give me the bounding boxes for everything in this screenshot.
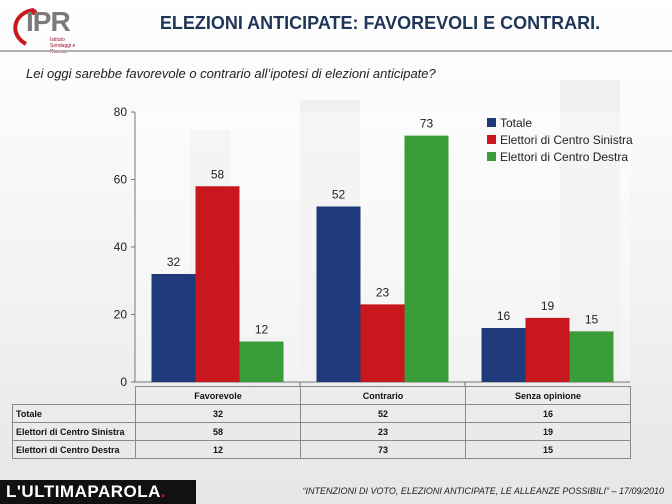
table-cell: 19 [465, 422, 631, 441]
data-label: 16 [497, 309, 511, 323]
table-row: Elettori di Centro Sinistra 58 23 19 [12, 422, 631, 441]
survey-question: Lei oggi sarebbe favorevole o contrario … [26, 66, 436, 81]
header: IPR Istituto Sondaggi e Ricerca ELEZIONI… [0, 0, 672, 55]
table-corner-cell [12, 386, 136, 405]
table-row-header: Totale [12, 404, 136, 423]
data-label: 15 [585, 312, 599, 326]
y-tick-label: 20 [114, 308, 128, 322]
table-cell: 12 [135, 440, 301, 459]
table-cell: 16 [465, 404, 631, 423]
y-tick-label: 40 [114, 240, 128, 254]
legend-label: Elettori di Centro Sinistra [500, 133, 633, 147]
legend-swatch [487, 152, 496, 161]
table-cell: 52 [300, 404, 466, 423]
bar [404, 135, 449, 382]
data-label: 58 [211, 167, 225, 181]
background-bar-3 [560, 80, 620, 380]
legend-label: Totale [500, 116, 532, 130]
bar [525, 317, 570, 382]
y-tick-label: 80 [114, 105, 128, 119]
logo-swoosh-icon [13, 8, 37, 46]
bar [360, 304, 405, 382]
data-label: 19 [541, 299, 555, 313]
bar [239, 341, 284, 382]
table-cell: 32 [135, 404, 301, 423]
footer: L'ULTIMAPAROLA. “INTENZIONI DI VOTO, ELE… [0, 478, 672, 504]
table-column-header: Senza opinione [465, 386, 631, 405]
data-table: Favorevole Contrario Senza opinione Totale 3… [12, 386, 631, 459]
table-row: Elettori di Centro Destra 12 73 15 [12, 440, 631, 459]
data-label: 32 [167, 255, 181, 269]
table-row-header: Elettori di Centro Sinistra [12, 422, 136, 441]
y-tick-label: 0 [120, 375, 127, 389]
page-title: ELEZIONI ANTICIPATE: FAVOREVOLI E CONTRA… [159, 13, 601, 33]
table-row: Totale 32 52 16 [12, 404, 631, 423]
bar-chart: 0 20 40 60 80 32 58 12 52 23 73 16 19 15 Totale Elettor… [114, 105, 633, 389]
data-label: 23 [376, 285, 390, 299]
bar [316, 206, 361, 382]
legend-swatch [487, 118, 496, 127]
table-header-row: Favorevole Contrario Senza opinione [12, 386, 631, 405]
table-row-header: Elettori di Centro Destra [12, 440, 136, 459]
table-cell: 15 [465, 440, 631, 459]
bar [151, 274, 196, 382]
bar [569, 331, 614, 382]
ipr-logo: IPR Istituto Sondaggi e Ricerca [4, 4, 84, 55]
footer-brand-logo: L'ULTIMAPAROLA. [0, 480, 196, 504]
bar [481, 328, 526, 382]
y-tick-label: 60 [114, 173, 128, 187]
table-cell: 23 [300, 422, 466, 441]
legend-label: Elettori di Centro Destra [500, 150, 628, 164]
data-label: 52 [332, 188, 346, 202]
footer-brand-name: L'ULTIMAPAROLA [6, 482, 161, 501]
table-cell: 73 [300, 440, 466, 459]
bar [195, 186, 240, 382]
legend-swatch [487, 135, 496, 144]
logo-text: IPR [26, 6, 71, 37]
data-label: 73 [420, 117, 434, 131]
footer-note: “INTENZIONI DI VOTO, ELEZIONI ANTICIPATE… [302, 486, 664, 496]
footer-brand-dot: . [160, 482, 167, 501]
header-divider [0, 50, 672, 52]
data-label: 12 [255, 323, 269, 337]
table-cell: 58 [135, 422, 301, 441]
table-column-header: Contrario [300, 386, 466, 405]
table-column-header: Favorevole [135, 386, 301, 405]
logo-subtitle: Istituto Sondaggi e Ricerca [50, 37, 76, 55]
